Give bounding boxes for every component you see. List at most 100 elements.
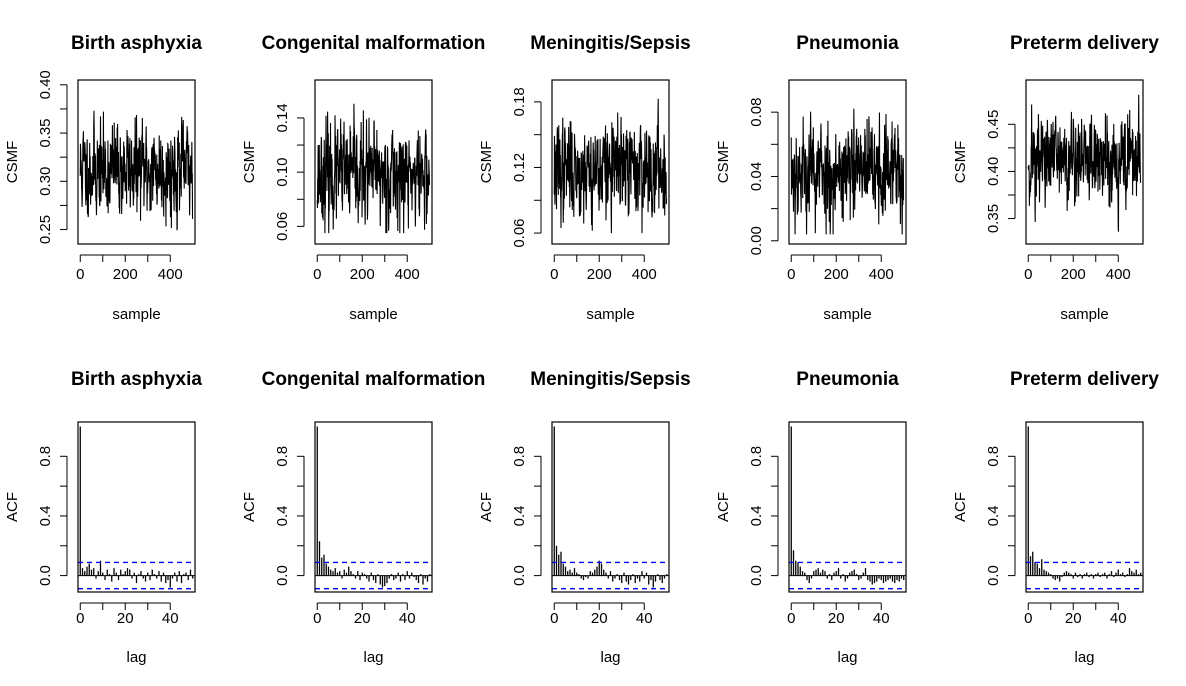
panel-title: Meningitis/Sepsis bbox=[530, 33, 690, 54]
y-tick-label: 0.40 bbox=[985, 157, 1002, 186]
plot-box bbox=[1025, 79, 1144, 245]
x-tick-label: 0 bbox=[550, 266, 558, 283]
plot-box bbox=[77, 421, 196, 593]
y-tick-label: 0.30 bbox=[37, 167, 54, 196]
panel-title: Congenital malformation bbox=[262, 33, 486, 54]
y-tick-label: 0.00 bbox=[748, 226, 765, 255]
y-tick-label: 0.0 bbox=[748, 565, 765, 586]
y-axis-label: ACF bbox=[715, 492, 732, 522]
plot-box bbox=[551, 79, 670, 245]
x-tick-label: 40 bbox=[399, 610, 416, 627]
trace-line bbox=[553, 98, 668, 234]
x-tick-label: 40 bbox=[162, 610, 179, 627]
plot-box bbox=[1025, 421, 1144, 593]
plot-box bbox=[314, 421, 433, 593]
x-axis-label: lag bbox=[363, 649, 383, 666]
y-axis-label: CSMF bbox=[478, 141, 495, 184]
panel-title: Pneumonia bbox=[796, 369, 899, 390]
y-tick-label: 0.14 bbox=[274, 103, 291, 132]
panel-title: Birth asphyxia bbox=[71, 369, 202, 390]
panel-acf-1: Birth asphyxia 0 20 40 lag 0.0 0.4 0.8 ACF bbox=[4, 369, 202, 666]
y-tick-label: 0.35 bbox=[37, 118, 54, 147]
y-tick-label: 0.8 bbox=[274, 446, 291, 467]
panel-trace-4: Pneumonia 0 200 400 sample 0.00 0.04 0.08 CSMF bbox=[715, 33, 907, 323]
x-tick-label: 0 bbox=[313, 266, 321, 283]
x-axis-label: lag bbox=[600, 649, 620, 666]
trace-line bbox=[79, 110, 194, 231]
y-tick-label: 0.4 bbox=[511, 506, 528, 527]
panel-title: Congenital malformation bbox=[262, 369, 486, 390]
plot-box bbox=[788, 79, 907, 245]
panel-trace-3: Meningitis/Sepsis 0 200 400 sample 0.06 0.12 0.… bbox=[478, 33, 691, 323]
x-axis-label: lag bbox=[837, 649, 857, 666]
x-axis-label: sample bbox=[1060, 306, 1108, 323]
panel-trace-2: Congenital malformation 0 200 400 sample 0.06… bbox=[241, 33, 485, 323]
panel-trace-5: Preterm delivery 0 200 400 sample 0.35 0.40 0.4… bbox=[952, 33, 1159, 323]
y-tick-label: 0.8 bbox=[748, 446, 765, 467]
x-tick-label: 400 bbox=[632, 266, 657, 283]
y-tick-label: 0.12 bbox=[511, 153, 528, 182]
plot-box bbox=[314, 79, 433, 245]
trace-line bbox=[316, 103, 431, 234]
panel-title: Preterm delivery bbox=[1010, 369, 1159, 390]
x-axis-label: sample bbox=[586, 306, 634, 323]
panel-acf-3: Meningitis/Sepsis 0 20 40 lag 0.0 0.4 0.8 ACF bbox=[478, 369, 691, 666]
y-axis-label: ACF bbox=[241, 492, 258, 522]
x-tick-label: 0 bbox=[1024, 266, 1032, 283]
plot-box bbox=[551, 421, 670, 593]
x-axis-label: sample bbox=[112, 306, 160, 323]
y-axis-label: CSMF bbox=[952, 141, 969, 184]
panel-acf-5: Preterm delivery 0 20 40 lag 0.0 0.4 0.8 ACF bbox=[952, 369, 1159, 666]
plot-box bbox=[77, 79, 196, 245]
y-tick-label: 0.0 bbox=[274, 565, 291, 586]
x-tick-label: 20 bbox=[354, 610, 371, 627]
y-tick-label: 0.0 bbox=[511, 565, 528, 586]
y-tick-label: 0.8 bbox=[985, 446, 1002, 467]
x-axis-label: lag bbox=[126, 649, 146, 666]
x-tick-label: 20 bbox=[1065, 610, 1082, 627]
panel-trace-1: Birth asphyxia 0 200 400 sample 0.25 0.30 0.35 0… bbox=[4, 33, 202, 323]
x-tick-label: 200 bbox=[113, 266, 138, 283]
y-tick-label: 0.08 bbox=[748, 98, 765, 127]
x-axis-label: sample bbox=[823, 306, 871, 323]
y-tick-label: 0.06 bbox=[511, 218, 528, 247]
y-axis-label: CSMF bbox=[715, 141, 732, 184]
panel-title: Pneumonia bbox=[796, 33, 899, 54]
y-axis-label: ACF bbox=[478, 492, 495, 522]
y-axis-label: ACF bbox=[952, 492, 969, 522]
y-axis-label: ACF bbox=[4, 492, 21, 522]
x-tick-label: 200 bbox=[350, 266, 375, 283]
y-tick-label: 0.4 bbox=[985, 506, 1002, 527]
trace-line bbox=[790, 108, 905, 235]
x-tick-label: 400 bbox=[158, 266, 183, 283]
x-tick-label: 0 bbox=[76, 266, 84, 283]
y-tick-label: 0.45 bbox=[985, 110, 1002, 139]
x-tick-label: 0 bbox=[787, 266, 795, 283]
panel-title: Preterm delivery bbox=[1010, 33, 1159, 54]
x-tick-label: 40 bbox=[873, 610, 890, 627]
x-axis-label: lag bbox=[1074, 649, 1094, 666]
x-tick-label: 200 bbox=[1061, 266, 1086, 283]
y-tick-label: 0.0 bbox=[985, 565, 1002, 586]
x-axis-label: sample bbox=[349, 306, 397, 323]
trace-line bbox=[1027, 94, 1142, 232]
x-tick-label: 200 bbox=[587, 266, 612, 283]
y-tick-label: 0.35 bbox=[985, 204, 1002, 233]
x-tick-label: 0 bbox=[1024, 610, 1032, 627]
x-tick-label: 200 bbox=[824, 266, 849, 283]
x-tick-label: 0 bbox=[76, 610, 84, 627]
x-tick-label: 0 bbox=[313, 610, 321, 627]
panel-title: Birth asphyxia bbox=[71, 33, 202, 54]
y-tick-label: 0.4 bbox=[274, 506, 291, 527]
panel-acf-4: Pneumonia 0 20 40 lag 0.0 0.4 0.8 ACF bbox=[715, 369, 907, 666]
x-tick-label: 20 bbox=[828, 610, 845, 627]
y-tick-label: 0.18 bbox=[511, 87, 528, 116]
y-tick-label: 0.8 bbox=[37, 446, 54, 467]
y-tick-label: 0.4 bbox=[37, 506, 54, 527]
x-tick-label: 20 bbox=[117, 610, 134, 627]
y-tick-label: 0.4 bbox=[748, 506, 765, 527]
y-axis-label: CSMF bbox=[4, 141, 21, 184]
x-tick-label: 40 bbox=[636, 610, 653, 627]
panel-acf-2: Congenital malformation 0 20 40 lag 0.0 0.4 0.8… bbox=[241, 369, 485, 666]
